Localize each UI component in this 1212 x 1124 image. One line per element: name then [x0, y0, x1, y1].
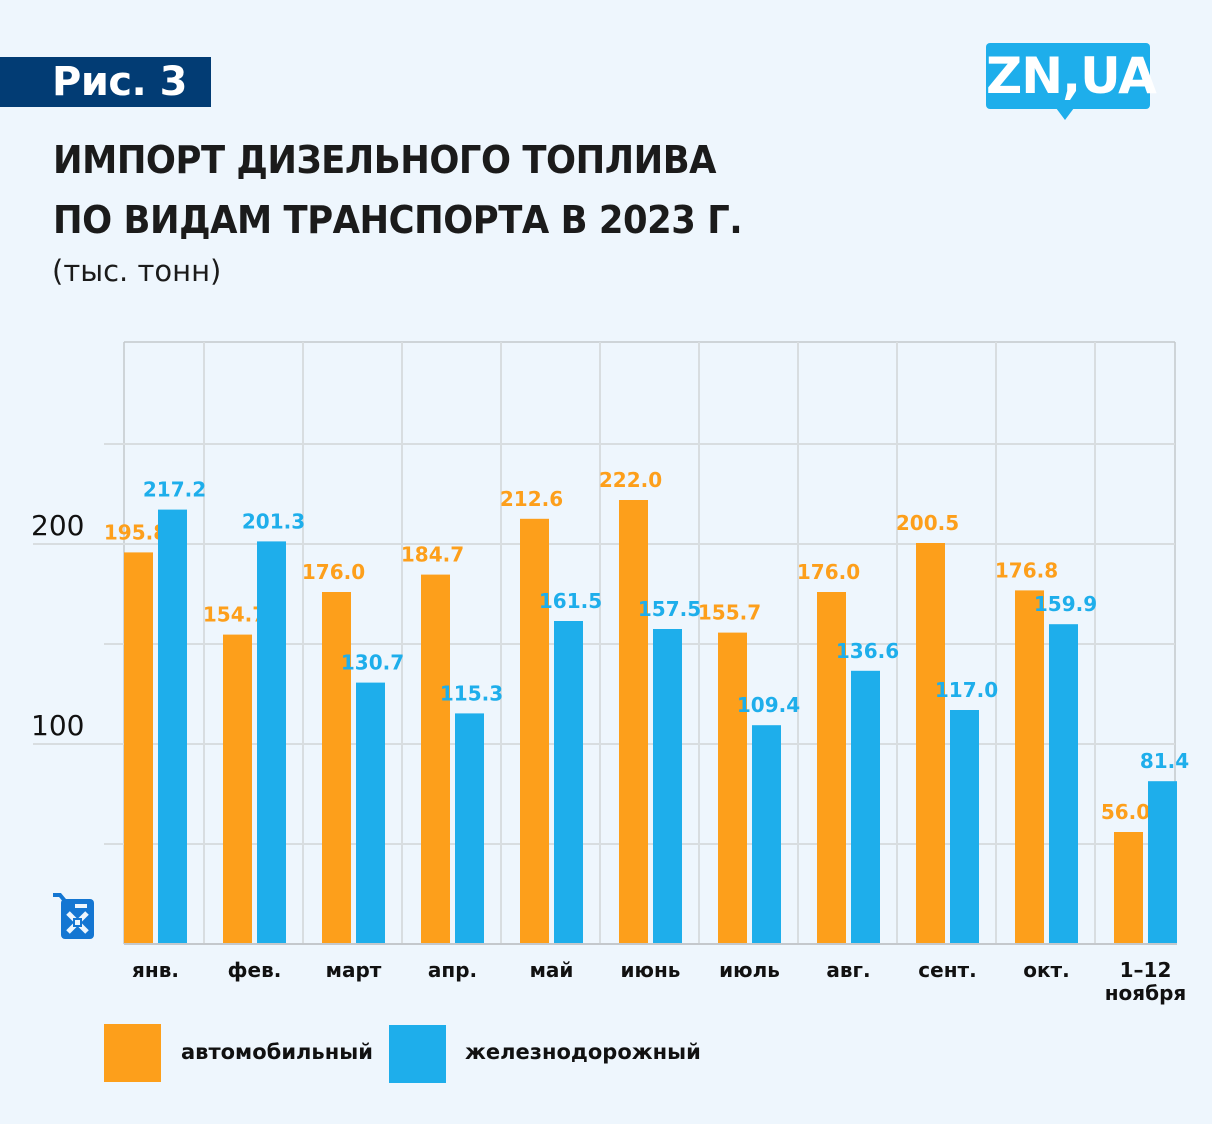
- bar-rail: [653, 629, 682, 944]
- value-label-rail: 217.2: [143, 478, 206, 502]
- bar-road: [421, 574, 450, 944]
- bar-rail: [455, 713, 484, 944]
- x-tick-label: апр.: [428, 958, 477, 982]
- chart-title-line-2: ПО ВИДАМ ТРАНСПОРТА В 2023 Г.: [53, 198, 743, 242]
- value-label-rail: 81.4: [1140, 749, 1189, 773]
- x-tick-label: фев.: [228, 958, 282, 982]
- bar-road: [124, 552, 153, 944]
- bar-rail: [158, 509, 187, 944]
- bar-road: [1015, 590, 1044, 944]
- bar-road: [718, 632, 747, 944]
- value-label-rail: 159.9: [1034, 592, 1097, 616]
- value-label-road: 155.7: [698, 601, 761, 625]
- chart-unit-subtitle: (тыс. тонн): [52, 254, 222, 288]
- bar-rail: [1049, 624, 1078, 944]
- y-tick-label: 200: [31, 509, 84, 542]
- x-tick-label: июль: [719, 958, 780, 982]
- x-tick-label: янв.: [132, 958, 179, 982]
- x-tick-label: май: [530, 958, 574, 982]
- value-label-rail: 109.4: [737, 693, 800, 717]
- bar-rail: [554, 621, 583, 944]
- value-label-road: 154.7: [203, 603, 266, 627]
- value-label-road: 176.0: [797, 560, 860, 584]
- bar-road: [1114, 832, 1143, 944]
- legend-label-rail: железнодорожный: [465, 1040, 701, 1064]
- bar-road: [619, 500, 648, 944]
- y-tick-label: 100: [31, 709, 84, 742]
- zn-ua-logo: ZN,UA: [986, 43, 1157, 109]
- x-tick-label: март: [326, 958, 382, 982]
- value-label-rail: 115.3: [440, 681, 503, 705]
- value-label-rail: 201.3: [242, 509, 305, 533]
- bar-rail: [752, 725, 781, 944]
- x-tick-label: июнь: [621, 958, 681, 982]
- x-tick-label: 1–12: [1120, 958, 1172, 982]
- legend-swatch-road: [104, 1024, 161, 1082]
- value-label-road: 222.0: [599, 468, 662, 492]
- fuel-canister-icon: [53, 893, 94, 939]
- figure-label: Рис. 3: [0, 57, 211, 107]
- x-tick-label: сент.: [918, 958, 976, 982]
- bar-rail: [851, 670, 880, 944]
- bar-rail: [356, 682, 385, 944]
- value-label-road: 195.8: [104, 520, 167, 544]
- bar-rail: [950, 710, 979, 944]
- value-label-road: 176.8: [995, 558, 1058, 582]
- x-tick-label: окт.: [1023, 958, 1070, 982]
- bar-rail: [257, 541, 286, 944]
- bar-road: [223, 634, 252, 944]
- bar-road: [817, 592, 846, 944]
- chart-title: ИМПОРТ ДИЗЕЛЬНОГО ТОПЛИВА ПО ВИДАМ ТРАНС…: [53, 130, 743, 250]
- value-label-rail: 130.7: [341, 651, 404, 675]
- legend-swatch-rail: [389, 1025, 446, 1083]
- chart-title-line-1: ИМПОРТ ДИЗЕЛЬНОГО ТОПЛИВА: [53, 138, 717, 182]
- value-label-road: 184.7: [401, 543, 464, 567]
- value-label-rail: 161.5: [539, 589, 602, 613]
- bar-rail: [1148, 781, 1177, 944]
- value-label-rail: 136.6: [836, 639, 899, 663]
- value-label-road: 176.0: [302, 560, 365, 584]
- x-tick-label: авг.: [826, 958, 870, 982]
- bar-road: [322, 592, 351, 944]
- value-label-road: 212.6: [500, 487, 563, 511]
- logo-speech-tail: [1056, 108, 1074, 120]
- value-label-rail: 117.0: [935, 678, 998, 702]
- legend-label-road: автомобильный: [181, 1040, 373, 1064]
- value-label-road: 56.0: [1101, 800, 1150, 824]
- bar-road: [520, 518, 549, 944]
- bar-road: [916, 543, 945, 944]
- value-label-road: 200.5: [896, 511, 959, 535]
- value-label-rail: 157.5: [638, 597, 701, 621]
- x-tick-label: ноября: [1105, 981, 1187, 1005]
